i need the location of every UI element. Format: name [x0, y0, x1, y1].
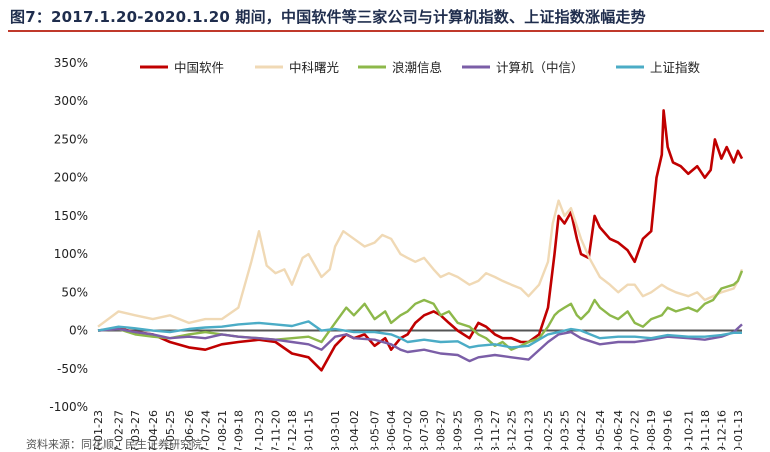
y-tick-label: 250%	[54, 132, 88, 146]
x-tick-label: 2018-06-04	[385, 410, 398, 450]
x-tick-label: 2019-07-22	[629, 410, 642, 450]
x-tick-label: 2017-10-23	[253, 410, 266, 450]
x-tick-label: 2019-05-24	[594, 410, 607, 450]
source-note: 资料来源：同花顺，民生证券研究院	[26, 438, 202, 451]
x-tick-label: 2017-07-24	[199, 410, 212, 450]
x-tick-label: 2018-12-25	[505, 410, 518, 450]
y-tick-label: 50%	[61, 285, 88, 299]
x-tick-label: 2019-01-23	[523, 410, 536, 450]
legend-label: 浪潮信息	[392, 60, 442, 75]
x-tick-label: 2017-08-21	[216, 410, 229, 450]
y-tick-label: -100%	[49, 400, 88, 414]
x-tick-label: 2017-06-26	[183, 410, 196, 450]
legend-label: 中国软件	[174, 60, 224, 75]
x-tick-label: 2019-03-25	[558, 410, 571, 450]
title-underline	[8, 30, 764, 32]
legend: 中国软件 中科曙光 浪潮信息 计算机（中信） 上证指数	[140, 60, 701, 75]
x-tick-label: 2019-02-25	[542, 410, 555, 450]
x-tick-label: 2019-09-16	[662, 410, 675, 450]
y-tick-label: 100%	[54, 247, 88, 261]
x-tick-label: 2017-02-27	[113, 410, 126, 450]
legend-label: 计算机（中信）	[496, 60, 584, 75]
x-tick-label: 2018-01-15	[303, 410, 316, 450]
x-tick-label: 2017-12-18	[286, 410, 299, 450]
x-tick-label: 2017-01-23	[92, 410, 105, 450]
x-tick-label: 2017-11-20	[270, 410, 283, 450]
x-tick-label: 2018-05-07	[369, 410, 382, 450]
x-tick-label: 2019-12-16	[715, 410, 728, 450]
x-tick-label: 2018-11-27	[489, 410, 502, 450]
x-tick-label: 2020-01-13	[732, 410, 745, 450]
series-line	[97, 109, 744, 372]
x-tick-label: 2019-06-24	[612, 410, 625, 450]
y-tick-label: 300%	[54, 94, 88, 108]
y-axis: -100% -50% 0% 50% 100% 150% 200% 250% 300% 350%	[49, 56, 742, 414]
x-tick-label: 2019-11-18	[699, 410, 712, 450]
x-axis: 2017-01-23 2017-02-27 2017-03-27 2017-04-26…	[92, 410, 745, 450]
x-tick-label: 2017-04-26	[147, 410, 160, 450]
y-tick-label: 350%	[54, 56, 88, 70]
x-tick-label: 2018-07-02	[402, 410, 415, 450]
series-line	[97, 199, 744, 328]
x-tick-label: 2018-04-02	[348, 410, 361, 450]
x-tick-label: 2018-10-30	[472, 410, 485, 450]
legend-label: 中科曙光	[289, 60, 339, 75]
x-tick-label: 2018-09-25	[452, 410, 465, 450]
x-tick-label: 2017-09-18	[232, 410, 245, 450]
x-tick-label: 2018-07-30	[418, 410, 431, 450]
y-tick-label: 150%	[54, 209, 88, 223]
legend-label: 上证指数	[650, 60, 701, 75]
y-tick-label: -50%	[57, 362, 88, 376]
y-tick-label: 200%	[54, 171, 88, 185]
x-tick-label: 2019-10-21	[682, 410, 695, 450]
series-line	[97, 270, 744, 351]
x-tick-label: 2017-05-25	[164, 410, 177, 450]
x-tick-label: 2019-08-19	[645, 410, 658, 450]
chart-title: 图7：2017.1.20-2020.1.20 期间，中国软件等三家公司与计算机指…	[10, 8, 646, 26]
series-line	[97, 323, 743, 363]
x-tick-label: 2018-08-27	[435, 410, 448, 450]
series-line	[97, 320, 742, 349]
y-tick-label: 0%	[69, 324, 88, 338]
series-lines	[97, 109, 744, 372]
x-tick-label: 2017-03-27	[129, 410, 142, 450]
x-tick-label: 2018-03-01	[329, 410, 342, 450]
x-tick-label: 2019-04-22	[575, 410, 588, 450]
